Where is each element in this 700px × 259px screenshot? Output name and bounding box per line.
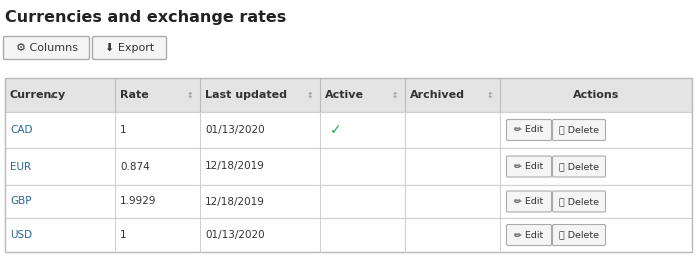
Bar: [5, 112, 692, 148]
Text: Currency: Currency: [10, 90, 66, 100]
Text: 01/13/2020: 01/13/2020: [205, 230, 265, 240]
Text: Actions: Actions: [573, 90, 620, 100]
Text: 0.874: 0.874: [120, 162, 150, 171]
Text: 🗑 Delete: 🗑 Delete: [559, 231, 599, 240]
Text: Archived: Archived: [410, 90, 465, 100]
Text: 12/18/2019: 12/18/2019: [205, 197, 265, 206]
FancyBboxPatch shape: [552, 225, 606, 246]
Text: ⇕: ⇕: [486, 90, 492, 99]
Text: ✏ Edit: ✏ Edit: [514, 126, 544, 134]
Text: 12/18/2019: 12/18/2019: [205, 162, 265, 171]
Text: 1: 1: [120, 125, 127, 135]
Text: Active: Active: [325, 90, 364, 100]
FancyBboxPatch shape: [92, 37, 167, 60]
Text: ⇕: ⇕: [186, 90, 193, 99]
Text: 🗑 Delete: 🗑 Delete: [559, 197, 599, 206]
Text: ✏ Edit: ✏ Edit: [514, 197, 544, 206]
Bar: [5, 148, 692, 185]
Text: Rate: Rate: [120, 90, 148, 100]
Text: ✏ Edit: ✏ Edit: [514, 231, 544, 240]
Text: 01/13/2020: 01/13/2020: [205, 125, 265, 135]
Text: ✓: ✓: [330, 123, 342, 137]
Text: ⬇ Export: ⬇ Export: [105, 43, 154, 53]
Text: ▲: ▲: [50, 92, 56, 98]
FancyBboxPatch shape: [4, 37, 90, 60]
Bar: [5, 78, 692, 112]
Text: ⇕: ⇕: [306, 90, 312, 99]
Bar: [5, 218, 692, 252]
Text: CAD: CAD: [10, 125, 32, 135]
Text: USD: USD: [10, 230, 32, 240]
FancyBboxPatch shape: [507, 156, 552, 177]
FancyBboxPatch shape: [552, 156, 606, 177]
Text: 1: 1: [120, 230, 127, 240]
Text: Currencies and exchange rates: Currencies and exchange rates: [5, 10, 286, 25]
Text: 🗑 Delete: 🗑 Delete: [559, 162, 599, 171]
FancyBboxPatch shape: [552, 119, 606, 140]
FancyBboxPatch shape: [552, 191, 606, 212]
Text: ⚙ Columns: ⚙ Columns: [15, 43, 78, 53]
Text: 1.9929: 1.9929: [120, 197, 157, 206]
Text: EUR: EUR: [10, 162, 31, 171]
Text: 🗑 Delete: 🗑 Delete: [559, 126, 599, 134]
FancyBboxPatch shape: [507, 191, 552, 212]
Text: Last updated: Last updated: [205, 90, 287, 100]
FancyBboxPatch shape: [507, 119, 552, 140]
Bar: [5, 185, 692, 218]
FancyBboxPatch shape: [507, 225, 552, 246]
Text: GBP: GBP: [10, 197, 32, 206]
Text: ⇕: ⇕: [391, 90, 398, 99]
Text: ✏ Edit: ✏ Edit: [514, 162, 544, 171]
Bar: [5, 78, 692, 252]
